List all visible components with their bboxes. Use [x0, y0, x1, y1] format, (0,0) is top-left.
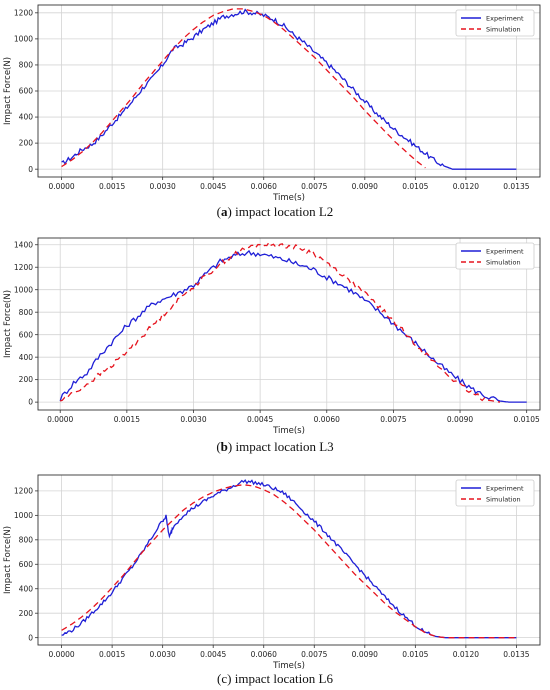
chart-panel-1: 0.0000 0.0015 0.0030 0.0045 0.0060 0.0075 0.00… [3, 237, 541, 436]
y-tick-label: 400 [19, 353, 34, 362]
x-tick-label: 0.0075 [301, 650, 327, 659]
legend-label-simulation: Simulation [486, 25, 521, 33]
y-tick-label: 0 [28, 398, 33, 407]
y-tick-label: 200 [19, 375, 34, 384]
y-tick-label: 600 [19, 560, 34, 569]
series-line-experiment [59, 249, 527, 403]
y-tick-label: 0 [28, 165, 33, 174]
y-tick-label: 400 [19, 113, 34, 122]
series-line-simulation [61, 8, 426, 169]
x-tick-label: 0.0030 [180, 415, 206, 424]
x-tick-label: 0.0060 [251, 650, 277, 659]
x-tick-label: 0.0060 [251, 182, 277, 191]
x-tick-label: 0.0030 [150, 650, 176, 659]
y-tick-label: 800 [19, 535, 34, 544]
plot-frame [37, 4, 541, 178]
y-tick-label: 400 [19, 584, 34, 593]
x-tick-label: 0.0135 [503, 650, 529, 659]
y-axis-label: Impact Force(N) [3, 57, 13, 125]
y-tick-label: 1200 [14, 486, 33, 495]
y-tick-label: 1000 [14, 511, 33, 520]
series-line-experiment [61, 8, 517, 170]
chart-panel-0: 0.0000 0.0015 0.0030 0.0045 0.0060 0.0075 0.00… [3, 4, 541, 203]
x-tick-label: 0.0060 [314, 415, 340, 424]
plot-frame [37, 237, 541, 411]
y-tick-label: 200 [19, 139, 34, 148]
y-tick-label: 200 [19, 609, 34, 618]
chart-panel-2: 0.0000 0.0015 0.0030 0.0045 0.0060 0.0075 0.00… [3, 474, 541, 671]
plot-frame [37, 474, 541, 646]
caption-a: (a) impact location L2 [216, 204, 334, 219]
x-tick-label: 0.0045 [200, 182, 226, 191]
caption-b: (b) impact location L3 [216, 439, 334, 454]
x-tick-label: 0.0000 [48, 650, 74, 659]
legend-label-experiment: Experiment [486, 247, 524, 255]
legend: Experiment Simulation [455, 242, 535, 270]
y-tick-label: 800 [19, 61, 34, 70]
legend-label-simulation: Simulation [486, 258, 521, 266]
x-tick-label: 0.0105 [514, 415, 540, 424]
x-axis-label: Time(s) [272, 426, 305, 436]
series-line-simulation [61, 484, 517, 639]
y-axis-label: Impact Force(N) [3, 290, 13, 358]
x-tick-label: 0.0090 [352, 650, 378, 659]
x-tick-label: 0.0120 [453, 182, 479, 191]
x-tick-label: 0.0000 [48, 182, 74, 191]
x-tick-label: 0.0105 [402, 182, 428, 191]
series-line-experiment [61, 479, 517, 639]
x-tick-label: 0.0075 [380, 415, 406, 424]
x-tick-label: 0.0030 [150, 182, 176, 191]
y-tick-label: 800 [19, 308, 34, 317]
x-tick-label: 0.0045 [247, 415, 273, 424]
x-tick-label: 0.0000 [47, 415, 73, 424]
legend-box [455, 479, 535, 507]
legend-box [455, 242, 535, 270]
legend-label-simulation: Simulation [486, 495, 521, 503]
x-tick-label: 0.0090 [447, 415, 473, 424]
x-tick-label: 0.0015 [114, 415, 140, 424]
x-tick-label: 0.0045 [200, 650, 226, 659]
y-tick-label: 1200 [14, 8, 33, 17]
y-tick-label: 1200 [14, 263, 33, 272]
legend: Experiment Simulation [455, 479, 535, 507]
y-tick-label: 1000 [14, 34, 33, 43]
x-tick-label: 0.0015 [99, 650, 125, 659]
x-tick-label: 0.0075 [301, 182, 327, 191]
legend: Experiment Simulation [455, 9, 535, 37]
y-tick-label: 600 [19, 87, 34, 96]
x-axis-label: Time(s) [272, 193, 305, 203]
y-tick-label: 1000 [14, 285, 33, 294]
caption-c: (c) impact location L6 [217, 671, 333, 686]
series-line-simulation [59, 241, 501, 403]
x-tick-label: 0.0015 [99, 182, 125, 191]
x-tick-label: 0.0120 [453, 650, 479, 659]
x-tick-label: 0.0105 [402, 650, 428, 659]
y-axis-label: Impact Force(N) [3, 526, 13, 594]
y-tick-label: 600 [19, 330, 34, 339]
x-tick-label: 0.0090 [352, 182, 378, 191]
legend-label-experiment: Experiment [486, 484, 524, 492]
x-tick-label: 0.0135 [503, 182, 529, 191]
x-axis-label: Time(s) [272, 661, 305, 671]
legend-label-experiment: Experiment [486, 14, 524, 22]
legend-box [455, 9, 535, 37]
y-tick-label: 0 [28, 633, 33, 642]
y-tick-label: 1400 [14, 240, 33, 249]
